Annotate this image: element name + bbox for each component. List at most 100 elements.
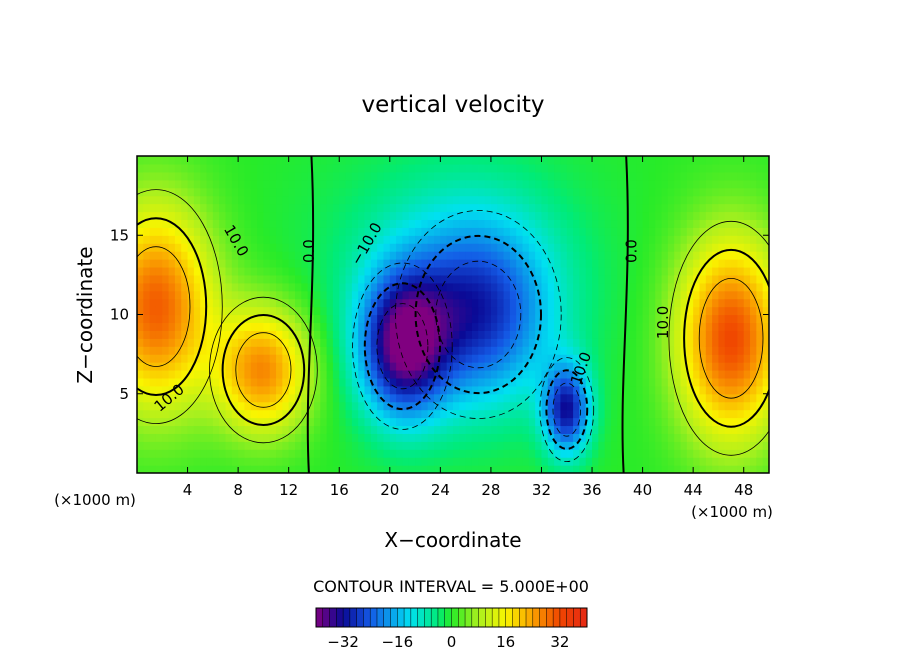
contour-interval-text: CONTOUR INTERVAL = 5.000E+00 bbox=[313, 577, 589, 596]
heat-cell bbox=[737, 377, 745, 387]
heat-cell bbox=[699, 377, 707, 387]
heat-cell bbox=[440, 251, 448, 260]
heat-cell bbox=[547, 179, 555, 189]
heat-cell bbox=[168, 235, 176, 244]
heat-cell bbox=[554, 441, 562, 450]
heat-cell bbox=[396, 362, 404, 371]
heat-cell bbox=[598, 346, 606, 355]
heat-cell bbox=[313, 259, 321, 268]
heat-cell bbox=[667, 322, 675, 331]
heat-cell bbox=[257, 227, 264, 236]
heat-cell bbox=[547, 243, 555, 252]
heat-cell bbox=[617, 338, 625, 347]
heat-cell bbox=[326, 187, 334, 197]
heat-cell bbox=[693, 259, 701, 268]
heat-cell bbox=[705, 362, 713, 371]
heat-cell bbox=[750, 409, 757, 419]
heat-cell bbox=[743, 274, 751, 284]
heat-cell bbox=[364, 211, 372, 221]
heat-cell bbox=[231, 433, 239, 442]
heat-cell bbox=[415, 441, 422, 450]
heat-cell bbox=[762, 362, 769, 371]
heat-cell bbox=[623, 465, 631, 473]
heat-cell bbox=[295, 330, 302, 339]
heat-cell bbox=[573, 219, 580, 228]
heat-cell bbox=[282, 179, 290, 189]
heat-cell bbox=[566, 449, 574, 458]
heat-cell bbox=[370, 369, 378, 379]
heat-cell bbox=[724, 203, 732, 213]
heat-cell bbox=[585, 187, 593, 197]
heat-cell bbox=[573, 163, 580, 173]
heat-cell bbox=[155, 195, 163, 205]
heat-cell bbox=[187, 251, 195, 260]
heat-cell bbox=[585, 274, 593, 284]
heat-cell bbox=[592, 362, 599, 371]
heat-cell bbox=[680, 457, 688, 466]
heat-cell bbox=[434, 274, 441, 284]
heat-cell bbox=[174, 449, 182, 458]
heat-cell bbox=[351, 409, 359, 419]
heat-cell bbox=[421, 163, 429, 173]
heat-cell bbox=[193, 338, 201, 347]
heat-cell bbox=[257, 449, 264, 458]
heat-cell bbox=[724, 346, 732, 355]
heat-cell bbox=[181, 306, 189, 316]
heat-cell bbox=[434, 290, 441, 300]
heat-cell bbox=[415, 417, 422, 427]
heat-cell bbox=[137, 195, 144, 205]
heat-cell bbox=[541, 266, 549, 276]
heat-cell bbox=[629, 243, 637, 252]
heat-cell bbox=[655, 401, 663, 411]
heat-cell bbox=[661, 156, 669, 165]
heat-cell bbox=[680, 243, 688, 252]
heat-cell bbox=[680, 433, 688, 442]
heat-cell bbox=[686, 322, 694, 331]
heat-cell bbox=[592, 251, 599, 260]
heat-cell bbox=[162, 203, 170, 213]
heat-cell bbox=[295, 227, 302, 236]
heat-cell bbox=[573, 211, 580, 221]
heat-cell bbox=[446, 425, 454, 434]
heat-cell bbox=[667, 465, 675, 473]
heat-cell bbox=[345, 465, 353, 473]
heat-cell bbox=[598, 441, 606, 450]
heat-cell bbox=[364, 251, 372, 260]
heat-cell bbox=[307, 393, 315, 403]
heat-cell bbox=[351, 211, 359, 221]
heat-cell bbox=[573, 425, 580, 434]
heat-cell bbox=[307, 195, 315, 205]
heat-cell bbox=[528, 203, 536, 213]
heat-cell bbox=[263, 377, 271, 387]
heat-cell bbox=[655, 322, 663, 331]
heat-cell bbox=[250, 211, 258, 221]
heat-cell bbox=[566, 338, 574, 347]
heat-cell bbox=[724, 457, 732, 466]
heat-cell bbox=[332, 465, 340, 473]
heat-cell bbox=[434, 243, 441, 252]
heat-cell bbox=[674, 227, 682, 236]
heat-cell bbox=[617, 393, 625, 403]
heat-cell bbox=[471, 346, 479, 355]
heat-cell bbox=[642, 377, 650, 387]
colorbar-cell bbox=[539, 608, 547, 627]
colorbar-cell bbox=[424, 608, 432, 627]
heat-cell bbox=[579, 314, 587, 324]
heat-cell bbox=[724, 377, 732, 387]
heat-cell bbox=[174, 314, 182, 324]
heat-cell bbox=[478, 441, 486, 450]
heat-cell bbox=[377, 385, 385, 395]
heat-cell bbox=[149, 433, 157, 442]
heat-cell bbox=[490, 163, 498, 173]
heat-cell bbox=[320, 417, 328, 427]
heat-cell bbox=[699, 441, 707, 450]
heat-cell bbox=[737, 187, 745, 197]
heat-cell bbox=[731, 457, 738, 466]
heat-cell bbox=[554, 266, 562, 276]
heat-cell bbox=[522, 322, 530, 331]
heat-cell bbox=[193, 417, 201, 427]
heat-cell bbox=[516, 156, 524, 165]
heat-cell bbox=[415, 235, 422, 244]
heat-cell bbox=[762, 409, 769, 419]
heat-cell bbox=[712, 362, 720, 371]
